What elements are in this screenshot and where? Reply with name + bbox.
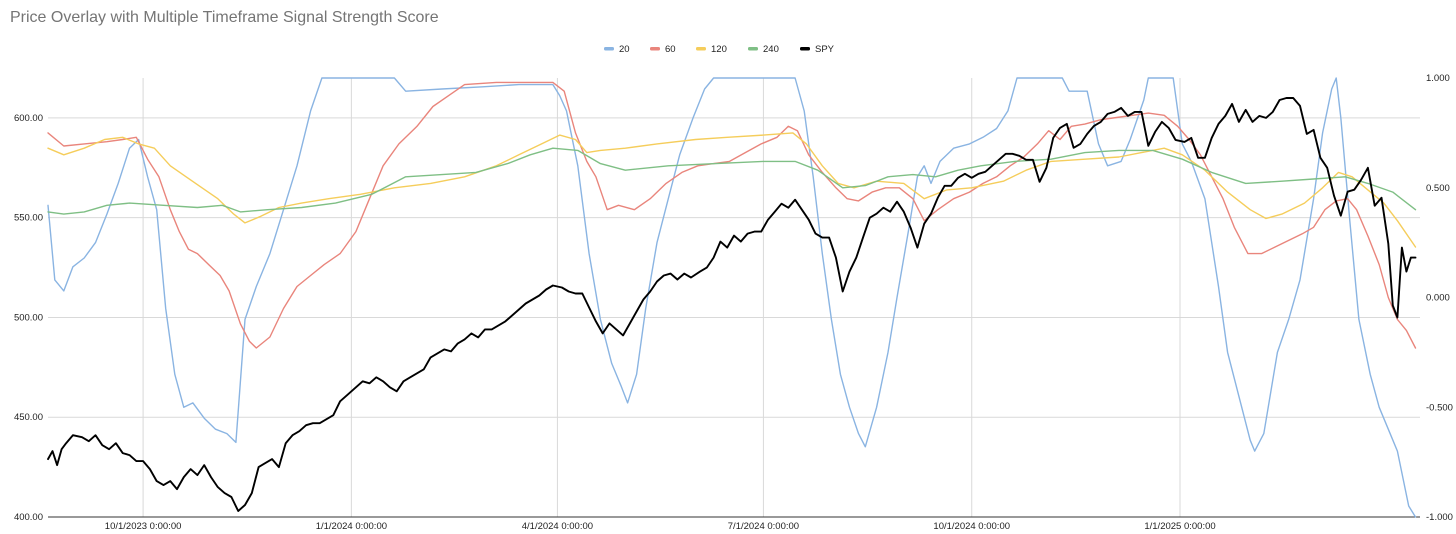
x-tick-label: 7/1/2024 0:00:00 bbox=[728, 521, 799, 532]
legend-swatch-240 bbox=[748, 47, 758, 51]
series-line-spy bbox=[47, 97, 1417, 512]
y-right-tick-label: 0.500 bbox=[1426, 183, 1450, 194]
y-left-tick-label: 450.00 bbox=[14, 412, 43, 423]
y-right-tick-label: -1.000 bbox=[1426, 512, 1453, 523]
legend-label-20: 20 bbox=[619, 44, 630, 55]
y-left-tick-label: 600.00 bbox=[14, 113, 43, 124]
y-left-tick-label: 500.00 bbox=[14, 312, 43, 323]
x-tick-label: 10/1/2024 0:00:00 bbox=[933, 521, 1010, 532]
legend-swatch-60 bbox=[650, 47, 660, 51]
legend-label-120: 120 bbox=[711, 44, 727, 55]
y-left-tick-label: 550.00 bbox=[14, 213, 43, 224]
legend-swatch-120 bbox=[696, 47, 706, 51]
legend-label-60: 60 bbox=[665, 44, 676, 55]
series-line-20 bbox=[47, 77, 1417, 518]
legend-swatch-spy bbox=[800, 47, 810, 51]
y-right-tick-label: 0.000 bbox=[1426, 293, 1450, 304]
y-left-tick-label: 400.00 bbox=[14, 512, 43, 523]
legend-swatch-20 bbox=[604, 47, 614, 51]
series-line-60 bbox=[47, 81, 1417, 349]
y-right-tick-label: -0.500 bbox=[1426, 402, 1453, 413]
x-tick-label: 10/1/2023 0:00:00 bbox=[105, 521, 182, 532]
x-tick-label: 4/1/2024 0:00:00 bbox=[522, 521, 593, 532]
series-line-240 bbox=[47, 147, 1417, 215]
legend-label-spy: SPY bbox=[815, 44, 835, 55]
legend-label-240: 240 bbox=[763, 44, 779, 55]
x-tick-label: 1/1/2025 0:00:00 bbox=[1144, 521, 1215, 532]
x-tick-label: 1/1/2024 0:00:00 bbox=[316, 521, 387, 532]
y-right-tick-label: 1.000 bbox=[1426, 73, 1450, 84]
chart-title: Price Overlay with Multiple Timeframe Si… bbox=[10, 9, 439, 26]
